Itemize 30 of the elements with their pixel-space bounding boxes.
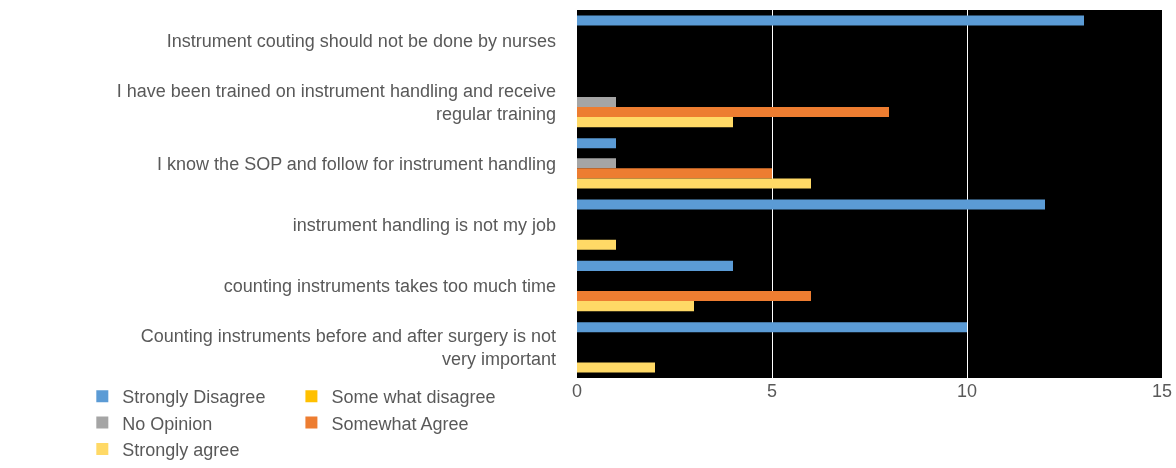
y-tick-label: counting instruments takes too much time — [223, 276, 556, 297]
bar — [577, 322, 967, 333]
x-tick-label: 15 — [1151, 381, 1173, 401]
bar — [577, 158, 616, 169]
bar — [577, 239, 616, 250]
y-tick-label: instrument handling is not my job — [292, 214, 556, 235]
legend-label: Strongly agree — [122, 440, 240, 461]
y-tick-label: Instrument couting should not be done by nurses — [166, 30, 556, 51]
bar — [577, 168, 772, 179]
bar — [577, 291, 811, 302]
x-tick-label: 0 — [571, 381, 583, 401]
bar — [577, 138, 616, 149]
y-tick-label: I have been trained on instrument handling and receive regular training — [116, 80, 556, 124]
legend-label: Strongly Disagree — [122, 387, 266, 408]
bar — [577, 362, 655, 373]
legend-label: Some what disagree — [331, 387, 496, 408]
bar — [577, 107, 889, 118]
bar — [577, 15, 1084, 26]
bar — [577, 117, 733, 128]
x-tick-label: 5 — [766, 381, 778, 401]
legend-label: Somewhat Agree — [331, 413, 469, 434]
y-tick-label: Counting instruments before and after surgery is not very important — [140, 325, 556, 370]
bar — [577, 301, 694, 312]
x-tick-label: 10 — [956, 381, 978, 401]
y-tick-label: I know the SOP and follow for instrument handling — [157, 153, 556, 174]
bar — [577, 260, 733, 271]
bar — [577, 96, 616, 108]
bar — [577, 178, 811, 189]
legend-label: No Opinion — [122, 413, 213, 434]
bar — [577, 199, 1045, 210]
